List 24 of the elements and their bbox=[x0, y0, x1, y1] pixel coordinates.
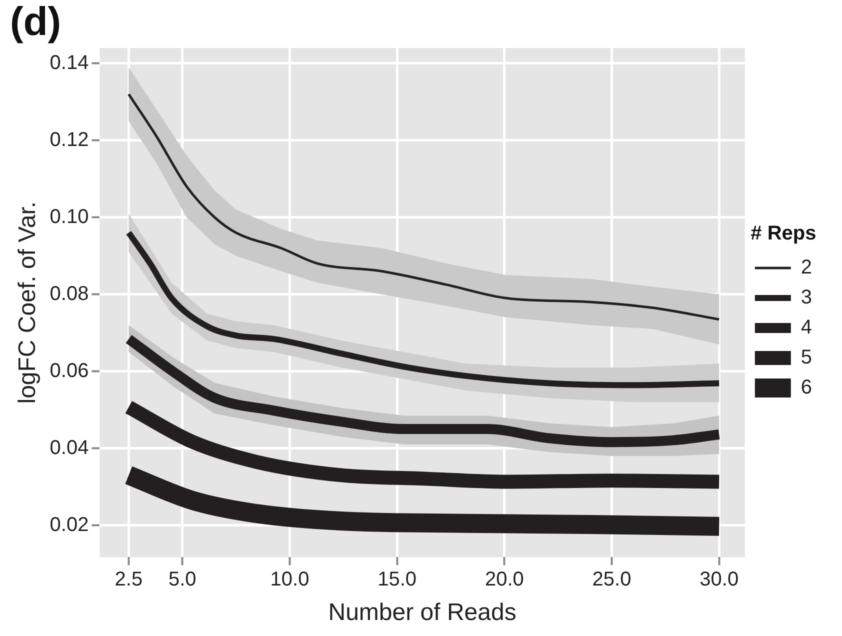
x-axis-title: Number of Reads bbox=[328, 599, 516, 626]
x-tick-label: 30.0 bbox=[700, 568, 739, 591]
legend-title: # Reps bbox=[750, 222, 816, 245]
y-tick-label: 0.10 bbox=[50, 206, 89, 228]
legend-label: 2 bbox=[800, 256, 812, 279]
chart-title: (d) bbox=[10, 0, 62, 44]
x-tick-label: 20.0 bbox=[484, 568, 524, 591]
y-tick-label: 0.04 bbox=[50, 436, 89, 459]
x-tick-label: 25.0 bbox=[592, 568, 632, 591]
y-tick-label: 0.08 bbox=[50, 282, 89, 305]
y-axis-title: logFC Coef. of Var. bbox=[14, 201, 42, 404]
x-tick-label: 10.0 bbox=[270, 568, 310, 591]
x-tick-label: 2.5 bbox=[114, 568, 143, 591]
y-tick-label: 0.14 bbox=[50, 52, 89, 74]
legend-label: 6 bbox=[800, 376, 812, 399]
legend-label: 4 bbox=[800, 316, 812, 339]
x-tick-label: 15.0 bbox=[378, 568, 417, 591]
legend-label: 3 bbox=[800, 286, 812, 309]
y-tick-label: 0.12 bbox=[50, 128, 89, 151]
y-tick-label: 0.06 bbox=[50, 360, 89, 382]
legend-label: 5 bbox=[800, 346, 812, 369]
y-tick-label: 0.02 bbox=[50, 514, 89, 536]
line-series bbox=[127, 92, 720, 321]
x-tick-label: 5.0 bbox=[168, 568, 196, 591]
